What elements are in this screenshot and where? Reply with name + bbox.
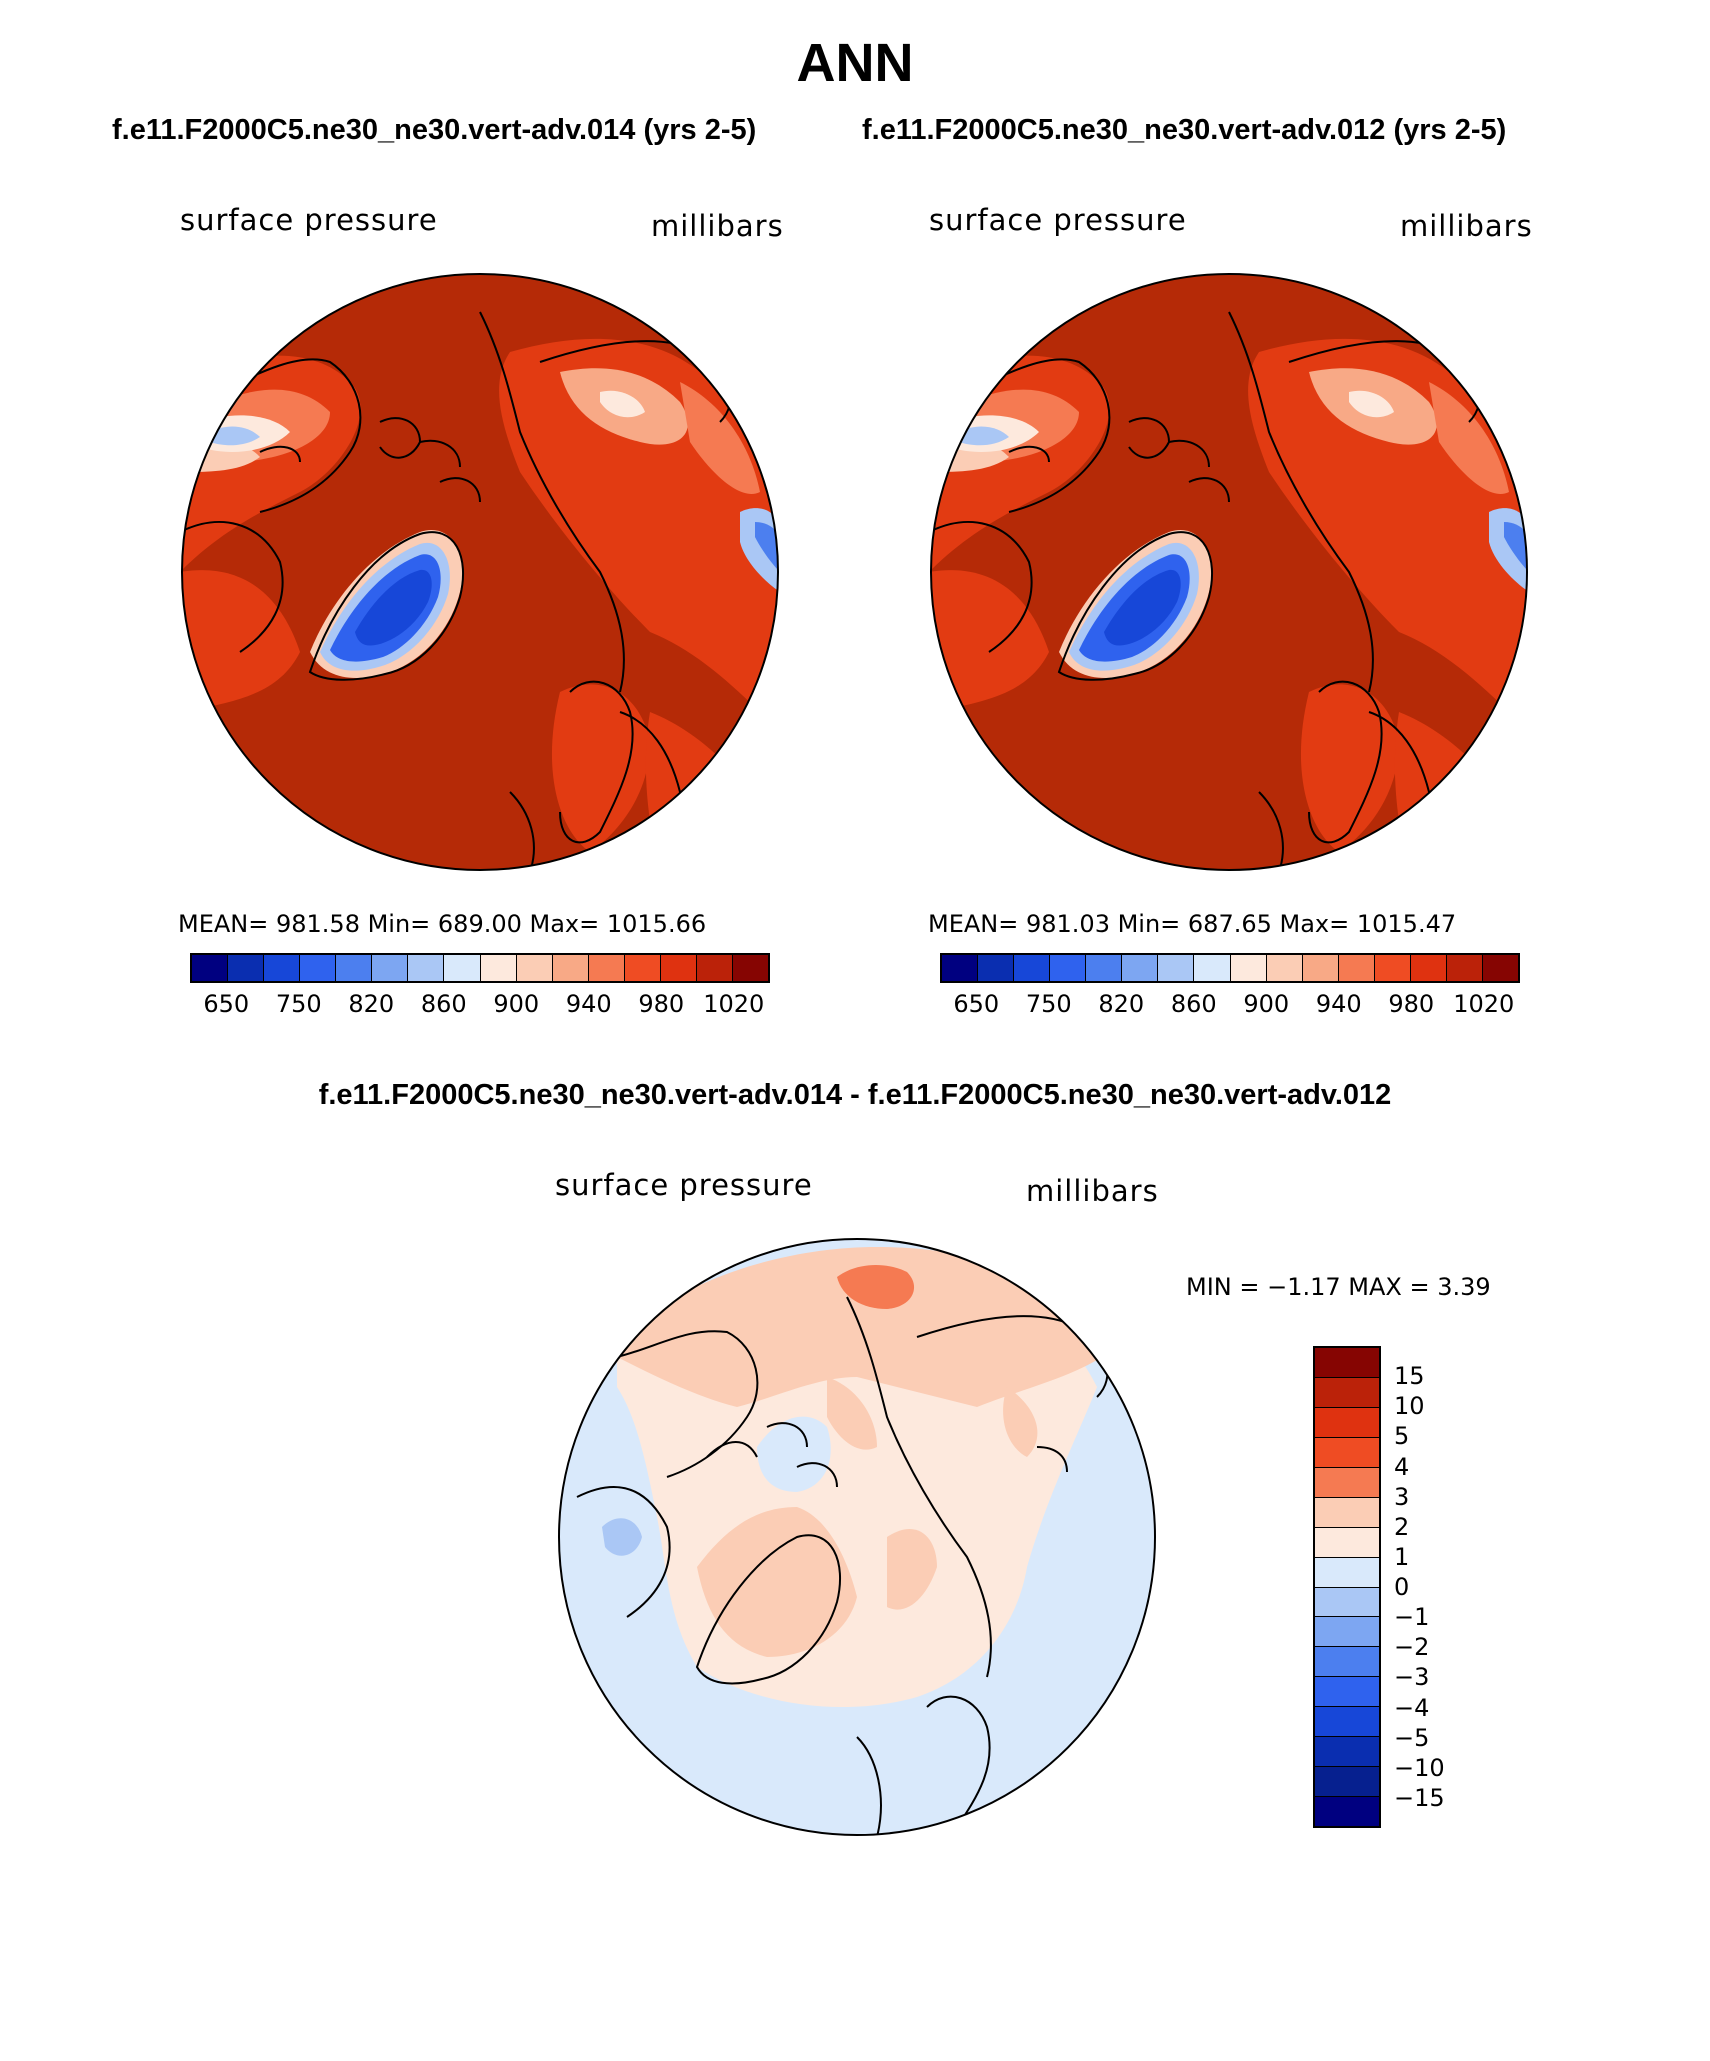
colorbar-tick-label: 900 [1243, 990, 1290, 1018]
colorbar-tick-label: −5 [1394, 1723, 1430, 1752]
stats-diff: MIN = −1.17 MAX = 3.39 [1186, 1273, 1491, 1301]
colorbar-swatch [1315, 1377, 1379, 1408]
polar-map-right [930, 273, 1528, 871]
colorbar-swatch [696, 955, 733, 981]
colorbar-swatch [978, 955, 1015, 981]
colorbar-swatch [480, 955, 517, 981]
colorbar-tick-label: 650 [953, 990, 1000, 1018]
colorbar-swatch [624, 955, 661, 981]
colorbar-swatch [1122, 955, 1159, 981]
colorbar-swatch [516, 955, 553, 981]
colorbar-tick-label: −15 [1394, 1783, 1445, 1812]
colorbar-tick-label: 900 [493, 990, 540, 1018]
colorbar-swatch [1315, 1437, 1379, 1468]
colorbar-swatch [1266, 955, 1303, 981]
colorbar-swatch [1014, 955, 1051, 981]
colorbar-tick-label: 980 [1388, 990, 1435, 1018]
colorbar-diff [1313, 1346, 1381, 1828]
colorbar-swatch [1230, 955, 1267, 981]
colorbar-swatch [1315, 1617, 1379, 1648]
colorbar-swatch [1315, 1767, 1379, 1798]
colorbar-swatch [1086, 955, 1123, 981]
colorbar-swatch [1410, 955, 1447, 981]
colorbar-tick-label: 3 [1394, 1482, 1410, 1511]
colorbar-tick-label: 1020 [1453, 990, 1515, 1018]
colorbar-tick-label: 940 [1315, 990, 1362, 1018]
colorbar-right [940, 953, 1520, 983]
colorbar-swatch [1315, 1557, 1379, 1588]
colorbar-swatch [552, 955, 589, 981]
colorbar-tick-label: −10 [1394, 1753, 1445, 1782]
colorbar-tick-label: 980 [638, 990, 685, 1018]
colorbar-tick-label: 820 [348, 990, 395, 1018]
colorbar-swatch [1050, 955, 1087, 981]
colorbar-swatch [1194, 955, 1231, 981]
colorbar-swatch [1158, 955, 1195, 981]
colorbar-swatch [1315, 1497, 1379, 1528]
colorbar-tick-label: 750 [275, 990, 322, 1018]
colorbar-swatch [1338, 955, 1375, 981]
colorbar-swatch [1315, 1527, 1379, 1558]
colorbar-tick-label: 1020 [703, 990, 765, 1018]
colorbar-swatch [192, 955, 229, 981]
units-label-right: millibars [1400, 209, 1533, 243]
colorbar-tick-label: 2 [1394, 1512, 1410, 1541]
colorbar-swatch [1315, 1797, 1379, 1826]
colorbar-swatch [1315, 1587, 1379, 1618]
colorbar-swatch [372, 955, 409, 981]
variable-label-right: surface pressure [929, 203, 1187, 237]
colorbar-tick-label: 650 [203, 990, 250, 1018]
units-label-diff: millibars [1026, 1174, 1159, 1208]
colorbar-swatch [444, 955, 481, 981]
colorbar-swatch [1315, 1677, 1379, 1708]
colorbar-swatch [1302, 955, 1339, 981]
colorbar-swatch [1374, 955, 1411, 981]
stats-left: MEAN= 981.58 Min= 689.00 Max= 1015.66 [178, 910, 707, 938]
stats-right: MEAN= 981.03 Min= 687.65 Max= 1015.47 [928, 910, 1457, 938]
colorbar-tick-label: 1 [1394, 1542, 1410, 1571]
colorbar-swatch [942, 955, 979, 981]
colorbar-left [190, 953, 770, 983]
polar-map-left [181, 273, 779, 871]
colorbar-tick-label: 4 [1394, 1452, 1410, 1481]
colorbar-swatch [228, 955, 265, 981]
figure-title: ANN [796, 33, 914, 93]
colorbar-swatch [264, 955, 301, 981]
colorbar-tick-label: 860 [420, 990, 467, 1018]
colorbar-swatch [300, 955, 337, 981]
colorbar-swatch [660, 955, 697, 981]
variable-label-diff: surface pressure [555, 1168, 813, 1202]
colorbar-tick-label: −4 [1394, 1693, 1430, 1722]
colorbar-tick-label: 860 [1170, 990, 1217, 1018]
colorbar-tick-label: 10 [1394, 1392, 1425, 1421]
colorbar-swatch [1315, 1407, 1379, 1438]
colorbar-tick-label: −2 [1394, 1633, 1430, 1662]
colorbar-swatch [588, 955, 625, 981]
colorbar-swatch [408, 955, 445, 981]
colorbar-swatch [1315, 1707, 1379, 1738]
colorbar-tick-label: 5 [1394, 1422, 1410, 1451]
case-title-right: f.e11.F2000C5.ne30_ne30.vert-adv.012 (yr… [862, 114, 1507, 146]
colorbar-tick-label: 0 [1394, 1573, 1410, 1601]
colorbar-swatch [1315, 1348, 1379, 1378]
colorbar-tick-label: 820 [1098, 990, 1145, 1018]
colorbar-swatch [336, 955, 373, 981]
colorbar-tick-label: −1 [1394, 1603, 1430, 1632]
colorbar-tick-label: 15 [1394, 1362, 1425, 1391]
colorbar-tick-label: −3 [1394, 1663, 1430, 1692]
colorbar-swatch [1315, 1467, 1379, 1498]
case-title-left: f.e11.F2000C5.ne30_ne30.vert-adv.014 (yr… [112, 114, 757, 146]
colorbar-swatch [1446, 955, 1483, 981]
variable-label-left: surface pressure [180, 203, 438, 237]
colorbar-swatch [1482, 955, 1518, 981]
colorbar-swatch [1315, 1647, 1379, 1678]
colorbar-tick-label: 750 [1025, 990, 1072, 1018]
colorbar-swatch [1315, 1737, 1379, 1768]
polar-map-diff [558, 1238, 1156, 1836]
colorbar-tick-label: 940 [565, 990, 612, 1018]
colorbar-swatch [732, 955, 768, 981]
diff-case-title: f.e11.F2000C5.ne30_ne30.vert-adv.014 - f… [318, 1079, 1392, 1111]
units-label-left: millibars [651, 209, 784, 243]
